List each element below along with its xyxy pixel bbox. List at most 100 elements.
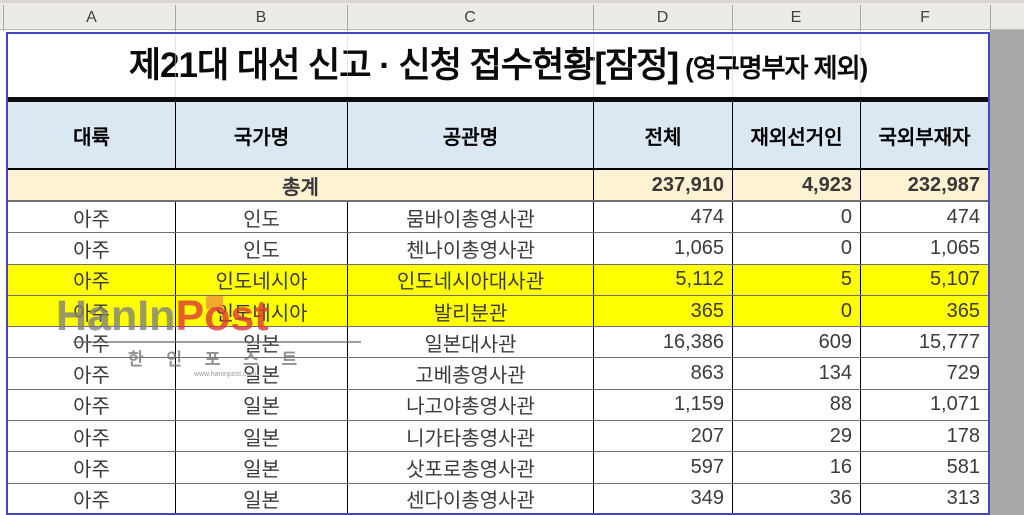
gridline — [593, 34, 594, 97]
cell-continent[interactable]: 아주 — [73, 208, 110, 231]
header-country[interactable]: 국가명 — [175, 102, 347, 168]
table-row: 아주 인도 뭄바이총영사관 474 0 474 — [8, 202, 988, 234]
cell-total[interactable]: 349 — [593, 483, 732, 513]
cell-country[interactable]: 일본 — [175, 327, 347, 358]
cell-country[interactable]: 인도네시아 — [175, 264, 347, 295]
cell-mission[interactable]: 인도네시아대사관 — [347, 264, 593, 295]
gridline — [732, 34, 733, 97]
cell-country[interactable]: 일본 — [175, 483, 347, 513]
cell-electors[interactable]: 609 — [732, 327, 860, 358]
cell-electors[interactable]: 0 — [732, 202, 860, 233]
column-divider — [593, 5, 594, 31]
column-header-d[interactable]: D — [656, 9, 669, 26]
cell-absentee[interactable]: 178 — [860, 421, 988, 452]
cell-mission[interactable]: 발리분관 — [347, 295, 593, 327]
cell-continent[interactable]: 아주 — [73, 271, 110, 294]
outside-grid-area — [990, 30, 1024, 515]
column-divider — [860, 5, 861, 31]
cell-electors[interactable]: 36 — [732, 483, 860, 513]
cell-continent[interactable]: 아주 — [73, 365, 110, 388]
cell-absentee[interactable]: 15,777 — [860, 327, 988, 358]
total-label[interactable]: 총계 — [282, 176, 319, 199]
cell-total[interactable]: 1,159 — [593, 389, 732, 421]
table-body: 아주 인도 뭄바이총영사관 474 0 474 아주 인도 첸나이총영사관 1,… — [8, 202, 988, 513]
cell-absentee[interactable]: 581 — [860, 452, 988, 483]
cell-absentee[interactable]: 365 — [860, 295, 988, 327]
total-overseas-absentee[interactable]: 232,987 — [860, 170, 988, 200]
table-row: 아주 일본 니가타총영사관 207 29 178 — [8, 421, 988, 453]
cell-country[interactable]: 인도네시아 — [175, 295, 347, 327]
cell-continent[interactable]: 아주 — [73, 396, 110, 419]
cell-electors[interactable]: 0 — [732, 233, 860, 264]
cell-continent[interactable]: 아주 — [73, 302, 110, 325]
cell-absentee[interactable]: 1,065 — [860, 233, 988, 264]
cell-mission[interactable]: 나고야총영사관 — [347, 389, 593, 421]
cell-mission[interactable]: 고베총영사관 — [347, 358, 593, 389]
table-row: 아주 일본 일본대사관 16,386 609 15,777 — [8, 327, 988, 359]
column-header-e[interactable]: E — [790, 9, 802, 26]
cell-mission[interactable]: 일본대사관 — [347, 327, 593, 358]
cell-electors[interactable]: 88 — [732, 389, 860, 421]
header-overseas-absentee[interactable]: 국외부재자 — [860, 102, 988, 168]
cell-total[interactable]: 863 — [593, 358, 732, 389]
gridline — [860, 34, 861, 97]
total-overseas-electors[interactable]: 4,923 — [732, 170, 860, 200]
cell-country[interactable]: 일본 — [175, 358, 347, 389]
cell-total[interactable]: 207 — [593, 421, 732, 452]
cell-total[interactable]: 1,065 — [593, 233, 732, 264]
cell-mission[interactable]: 니가타총영사관 — [347, 421, 593, 452]
cell-absentee[interactable]: 5,107 — [860, 264, 988, 295]
cell-electors[interactable]: 16 — [732, 452, 860, 483]
cell-absentee[interactable]: 729 — [860, 358, 988, 389]
cell-total[interactable]: 16,386 — [593, 327, 732, 358]
cell-electors[interactable]: 134 — [732, 358, 860, 389]
grand-total-row: 총계 237,910 4,923 232,987 — [8, 170, 988, 202]
cell-mission[interactable]: 삿포로총영사관 — [347, 452, 593, 483]
cell-continent[interactable]: 아주 — [73, 459, 110, 482]
column-divider — [347, 5, 348, 31]
total-all[interactable]: 237,910 — [593, 170, 732, 200]
column-header-c[interactable]: C — [464, 9, 476, 26]
cell-mission[interactable]: 뭄바이총영사관 — [347, 202, 593, 233]
cell-country[interactable]: 일본 — [175, 421, 347, 452]
cell-total[interactable]: 474 — [593, 202, 732, 233]
title-cell[interactable]: 제21대 대선 신고 · 신청 접수현황[잠정] (영구명부자 제외) — [8, 34, 988, 97]
header-total[interactable]: 전체 — [593, 102, 732, 168]
table-row: 아주 일본 나고야총영사관 1,159 88 1,071 — [8, 389, 988, 422]
cell-continent[interactable]: 아주 — [73, 427, 110, 450]
header-overseas-electors[interactable]: 재외선거인 — [732, 102, 860, 168]
column-divider — [3, 5, 4, 31]
cell-country[interactable]: 일본 — [175, 389, 347, 421]
column-header-a[interactable]: A — [86, 9, 97, 26]
cell-country[interactable]: 인도 — [175, 233, 347, 264]
column-header-b[interactable]: B — [255, 9, 267, 26]
cell-mission[interactable]: 센다이총영사관 — [347, 483, 593, 513]
cell-absentee[interactable]: 1,071 — [860, 389, 988, 421]
cell-total[interactable]: 365 — [593, 295, 732, 327]
cell-continent[interactable]: 아주 — [73, 239, 110, 262]
cell-electors[interactable]: 29 — [732, 421, 860, 452]
cell-mission[interactable]: 첸나이총영사관 — [347, 233, 593, 264]
table-row: 아주 인도 첸나이총영사관 1,065 0 1,065 — [8, 233, 988, 265]
cell-electors[interactable]: 5 — [732, 264, 860, 295]
cell-electors[interactable]: 0 — [732, 295, 860, 327]
header-continent[interactable]: 대륙 — [73, 126, 110, 149]
header-mission[interactable]: 공관명 — [347, 102, 593, 168]
cell-continent[interactable]: 아주 — [73, 333, 110, 356]
cell-total[interactable]: 5,112 — [593, 264, 732, 295]
column-divider — [175, 5, 176, 31]
column-header-f[interactable]: F — [920, 9, 930, 26]
cell-continent[interactable]: 아주 — [73, 490, 110, 513]
table-row: 아주 인도네시아 발리분관 365 0 365 — [8, 295, 988, 328]
worksheet-table: 제21대 대선 신고 · 신청 접수현황[잠정] (영구명부자 제외) 대륙 국가… — [6, 32, 990, 515]
cell-total[interactable]: 597 — [593, 452, 732, 483]
cell-country[interactable]: 일본 — [175, 452, 347, 483]
table-row: 아주 일본 삿포로총영사관 597 16 581 — [8, 452, 988, 484]
cell-absentee[interactable]: 313 — [860, 483, 988, 513]
cell-absentee[interactable]: 474 — [860, 202, 988, 233]
column-header-strip: A B C D E F — [0, 0, 1024, 31]
table-row: 아주 인도네시아 인도네시아대사관 5,112 5 5,107 — [8, 264, 988, 296]
table-header-row: 대륙 국가명 공관명 전체 재외선거인 국외부재자 — [8, 97, 988, 170]
cell-country[interactable]: 인도 — [175, 202, 347, 233]
